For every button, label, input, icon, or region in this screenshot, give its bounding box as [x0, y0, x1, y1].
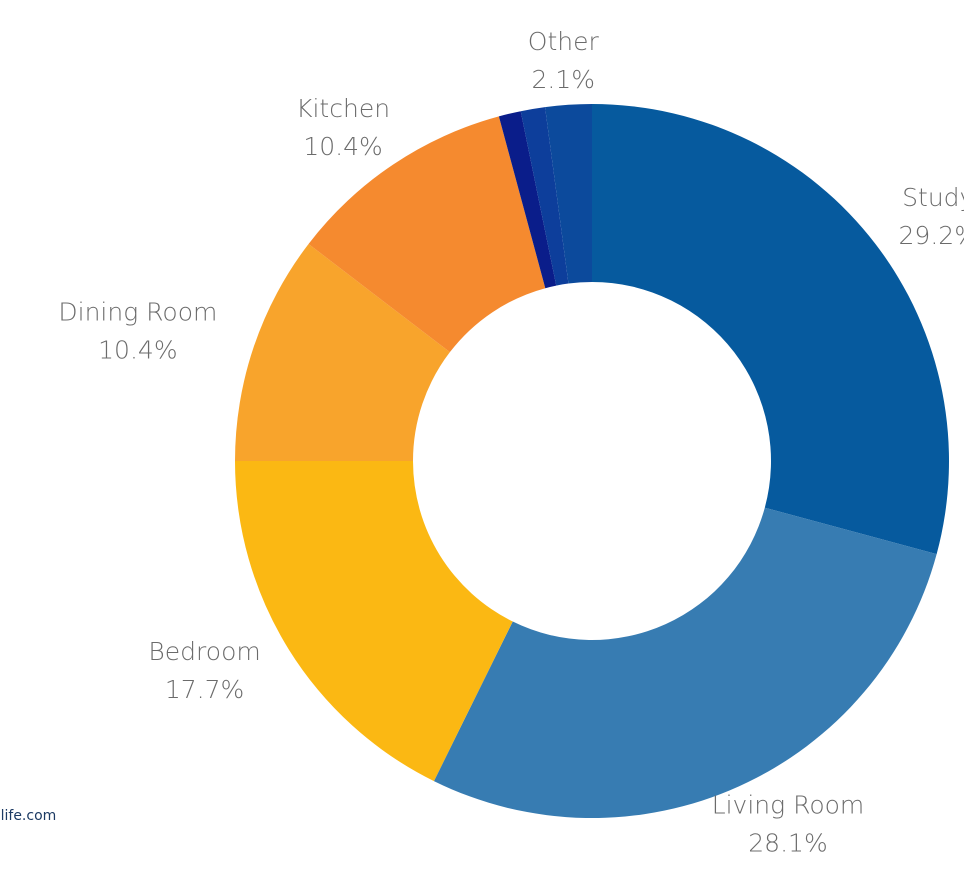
slice-label: Living Room	[712, 791, 865, 820]
donut-slice	[235, 243, 450, 461]
source: elife.com	[0, 808, 56, 824]
slice-label: Other	[528, 27, 600, 56]
slice-label: Dining Room	[58, 298, 217, 327]
slice-label: Study	[902, 183, 964, 212]
donut-slice	[520, 107, 569, 286]
donut-slice	[498, 111, 557, 289]
slice-value-label: 28.1%	[748, 829, 827, 858]
donut-slice	[592, 104, 950, 555]
donut-slice	[308, 116, 546, 353]
slice-label: Kitchen	[296, 94, 390, 123]
donut-slice	[545, 104, 592, 284]
slice-label: Bedroom	[148, 637, 260, 666]
slice-value-label: 10.4%	[303, 132, 382, 161]
donut-slice	[235, 461, 513, 782]
slice-value-label: 10.4%	[98, 336, 177, 365]
donut-slice	[433, 507, 937, 819]
slice-value-label: 2.1%	[532, 65, 596, 94]
slice-value-label: 17.7%	[165, 675, 244, 704]
slice-value-label: 29.2%	[899, 221, 964, 250]
